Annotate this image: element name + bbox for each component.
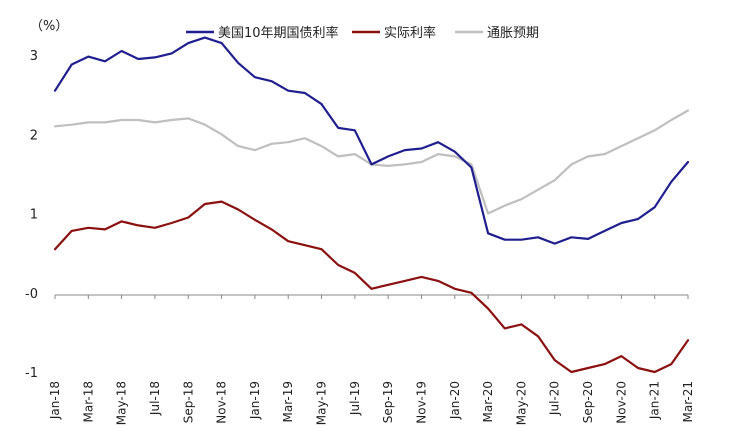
x-tick-label: Jan-21 (648, 381, 662, 420)
x-tick-label: Jan-20 (448, 381, 462, 420)
x-tick-label: Jan-19 (248, 381, 262, 420)
legend-label-nominal: 美国10年期国债利率 (218, 25, 339, 41)
x-tick-label: May-20 (514, 381, 528, 425)
legend-label-breakeven: 通胀预期 (487, 26, 539, 41)
y-tick-label: 2 (30, 128, 38, 143)
series-line-nominal (53, 36, 690, 245)
y-tick-label: -1 (25, 366, 38, 381)
x-tick-label: Sep-20 (581, 381, 595, 423)
legend-label-real: 实际利率 (384, 25, 436, 41)
x-tick-label: Jul-20 (548, 381, 562, 416)
x-tick-label: Jul-19 (348, 381, 362, 416)
y-tick-label: 1 (30, 208, 38, 223)
y-unit-label: （%） (30, 19, 68, 34)
legend: 美国10年期国债利率 实际利率 通胀预期 (186, 25, 539, 41)
x-tick-label: Jan-18 (48, 381, 62, 420)
x-tick-label: Nov-18 (215, 381, 229, 424)
y-axis: 3 2 1 -0 -1 (25, 49, 38, 381)
x-tick-label: Nov-20 (614, 381, 628, 424)
x-tick-label: Sep-19 (381, 381, 395, 423)
x-tick-label: Mar-20 (481, 381, 495, 422)
y-tick-label: 3 (30, 49, 38, 64)
x-tick-label: Mar-18 (81, 381, 95, 422)
x-tick-label: Mar-21 (681, 381, 695, 422)
x-tick-label: Sep-18 (181, 381, 195, 423)
y-tick-label: -0 (25, 287, 38, 302)
x-tick-label: Mar-19 (281, 381, 295, 422)
x-tick-label: Jul-18 (148, 381, 162, 416)
series-layer (53, 36, 690, 374)
x-tick-label: May-18 (115, 381, 129, 425)
series-line-real (53, 200, 690, 374)
x-tick-label: May-19 (315, 381, 329, 425)
x-tick-label: Nov-19 (414, 381, 428, 424)
x-axis: Jan-18 Mar-18 May-18 Jul-18 Sep-18 Nov-18 Jan-… (48, 294, 695, 425)
